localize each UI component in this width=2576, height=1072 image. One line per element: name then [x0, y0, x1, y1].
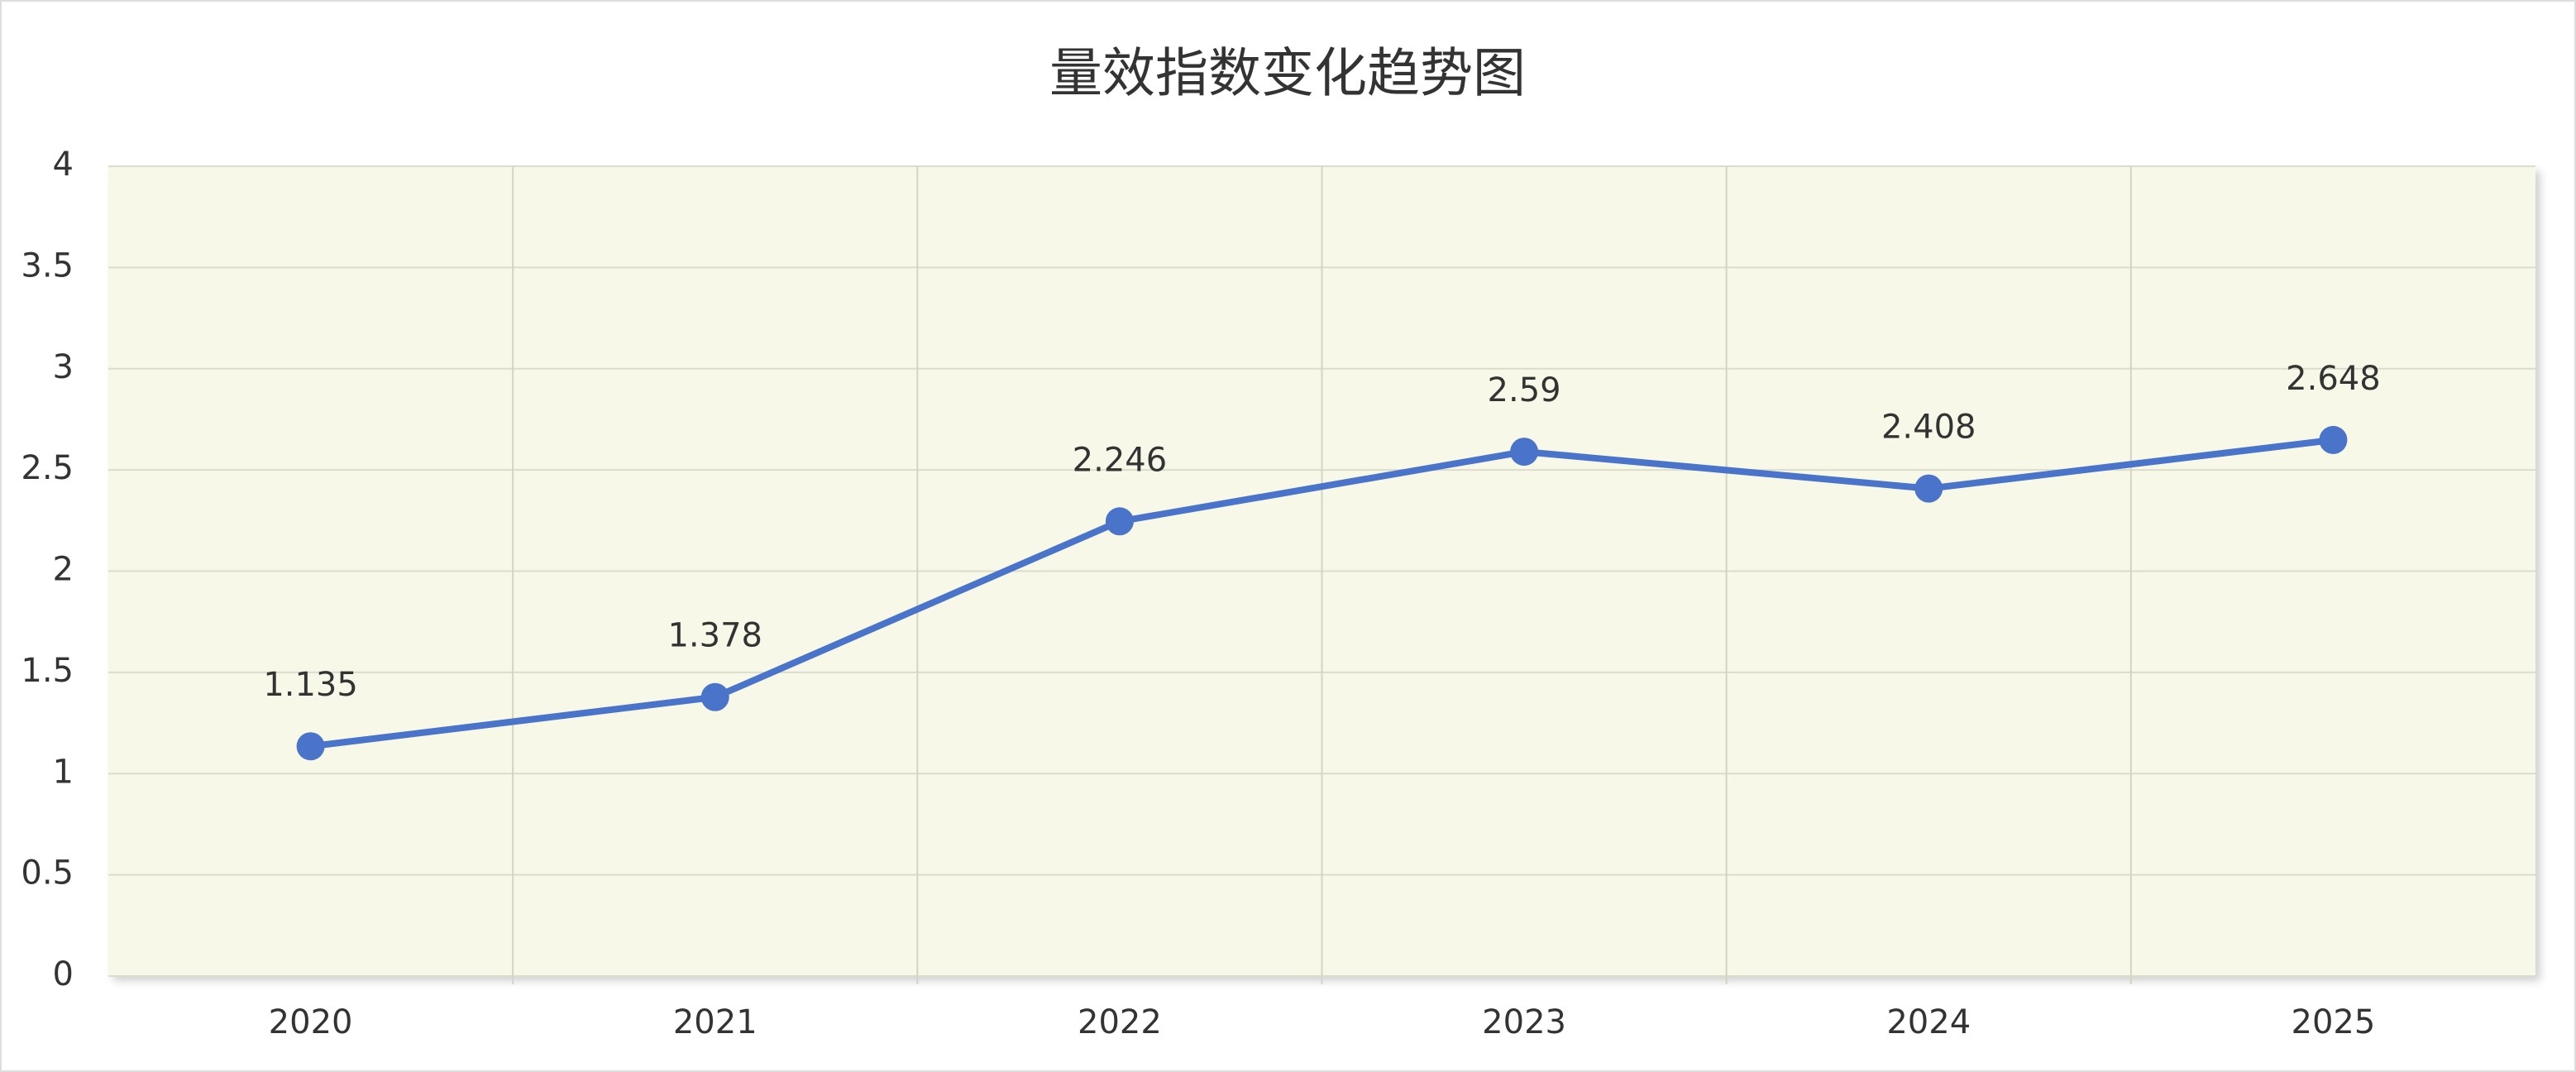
data-label: 2.59	[1488, 371, 1561, 409]
x-tick-label: 2024	[1886, 1003, 1971, 1041]
x-tick-label: 2023	[1482, 1003, 1566, 1041]
data-label: 1.135	[263, 666, 358, 704]
y-tick-label: 0.5	[21, 854, 74, 893]
point	[296, 732, 325, 761]
y-tick-label: 2.5	[21, 449, 74, 487]
x-tick-label: 2020	[269, 1003, 353, 1041]
x-tick-label: 2022	[1078, 1003, 1162, 1041]
y-tick-label: 2	[53, 551, 74, 589]
x-tick-label: 2025	[2292, 1003, 2376, 1041]
x-tick-label: 2021	[673, 1003, 758, 1041]
line	[310, 436, 2334, 750]
point	[1510, 438, 1539, 467]
y-tick-label: 3	[53, 348, 74, 386]
y-tick-label: 1	[53, 753, 74, 791]
point	[1914, 474, 1943, 503]
y-tick-label: 1.5	[21, 652, 74, 690]
data-label: 2.408	[1881, 409, 1976, 447]
point	[700, 682, 729, 711]
point	[2319, 425, 2348, 454]
data-label: 2.648	[2286, 360, 2381, 398]
data-label: 1.378	[667, 617, 762, 655]
point	[1105, 507, 1134, 536]
y-tick-label: 4	[53, 146, 74, 184]
y-tick-label: 0	[53, 955, 74, 993]
y-tick-label: 3.5	[21, 246, 74, 285]
chart-title: 量效指数变化趋势图	[1049, 44, 1526, 105]
data-label: 2.246	[1073, 441, 1168, 479]
